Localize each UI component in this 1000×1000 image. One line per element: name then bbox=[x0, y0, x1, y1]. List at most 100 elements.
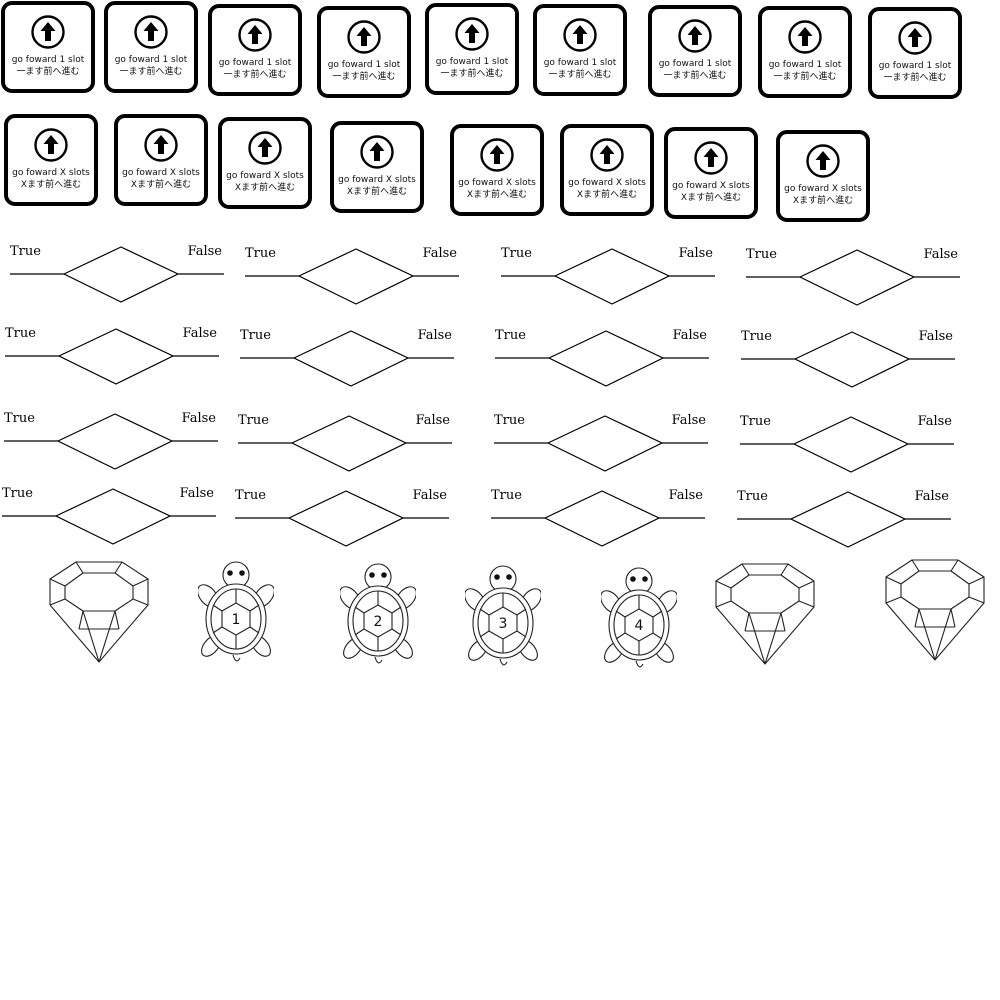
card-label-ja: 一ます前へ進む bbox=[883, 73, 947, 83]
false-label: False bbox=[914, 489, 949, 504]
false-label: False bbox=[412, 488, 447, 503]
decision-block[interactable]: True False bbox=[735, 489, 953, 551]
forward-one-card[interactable]: go foward 1 slot 一ます前へ進む bbox=[1, 1, 95, 93]
decision-block[interactable]: True False bbox=[492, 413, 710, 475]
up-arrow-icon bbox=[144, 128, 178, 162]
decision-block[interactable]: True False bbox=[744, 247, 962, 309]
decision-diamond bbox=[2, 488, 216, 545]
true-label: True bbox=[495, 328, 526, 343]
true-label: True bbox=[740, 414, 771, 429]
turtle-icon[interactable]: 3 bbox=[465, 565, 541, 667]
forward-x-card[interactable]: go foward X slots Xます前へ進む bbox=[330, 121, 424, 213]
decision-block[interactable]: True False bbox=[243, 246, 461, 308]
forward-one-card[interactable]: go foward 1 slot 一ます前へ進む bbox=[208, 4, 302, 96]
false-label: False bbox=[182, 326, 217, 341]
card-label-ja: Xます前へ進む bbox=[130, 180, 192, 190]
up-arrow-icon bbox=[31, 15, 65, 49]
card-label-ja: 一ます前へ進む bbox=[440, 69, 504, 79]
up-arrow-icon bbox=[238, 18, 272, 52]
decision-block[interactable]: True False bbox=[3, 326, 221, 388]
false-label: False bbox=[678, 246, 713, 261]
false-label: False bbox=[672, 328, 707, 343]
card-label-ja: Xます前へ進む bbox=[792, 196, 854, 206]
turtle-icon[interactable]: 2 bbox=[340, 563, 416, 665]
forward-x-card[interactable]: go foward X slots Xます前へ進む bbox=[664, 127, 758, 219]
up-arrow-icon bbox=[590, 138, 624, 172]
turtle-icon[interactable]: 4 bbox=[601, 567, 677, 669]
forward-x-card[interactable]: go foward X slots Xます前へ進む bbox=[114, 114, 208, 206]
decision-block[interactable]: True False bbox=[499, 246, 717, 308]
true-label: True bbox=[737, 489, 768, 504]
decision-diamond bbox=[737, 491, 951, 548]
card-label-ja: 一ます前へ進む bbox=[773, 72, 837, 82]
forward-one-card[interactable]: go foward 1 slot 一ます前へ進む bbox=[533, 4, 627, 96]
card-label-ja: Xます前へ進む bbox=[346, 187, 408, 197]
decision-block[interactable]: True False bbox=[233, 488, 451, 550]
decision-block[interactable]: True False bbox=[238, 328, 456, 390]
false-label: False bbox=[422, 246, 457, 261]
card-label-en: go foward X slots bbox=[458, 178, 536, 188]
decision-diamond bbox=[238, 415, 452, 472]
decision-diamond bbox=[741, 331, 955, 388]
decision-block[interactable]: True False bbox=[0, 486, 218, 548]
true-label: True bbox=[494, 413, 525, 428]
card-label-ja: Xます前へ進む bbox=[680, 193, 742, 203]
false-label: False bbox=[918, 329, 953, 344]
card-label-en: go foward 1 slot bbox=[768, 60, 842, 70]
gem-icon[interactable] bbox=[48, 561, 150, 663]
decision-block[interactable]: True False bbox=[236, 413, 454, 475]
true-label: True bbox=[491, 488, 522, 503]
forward-x-card[interactable]: go foward X slots Xます前へ進む bbox=[4, 114, 98, 206]
turtle-icon[interactable]: 1 bbox=[198, 561, 274, 663]
decision-diamond bbox=[494, 415, 708, 472]
decision-block[interactable]: True False bbox=[739, 329, 957, 391]
false-label: False bbox=[181, 411, 216, 426]
decision-block[interactable]: True False bbox=[8, 244, 226, 306]
decision-diamond bbox=[240, 330, 454, 387]
decision-block[interactable]: True False bbox=[493, 328, 711, 390]
card-label-en: go foward 1 slot bbox=[435, 57, 509, 67]
turtle-number: 4 bbox=[635, 618, 644, 634]
card-label-en: go foward X slots bbox=[122, 168, 200, 178]
decision-block[interactable]: True False bbox=[2, 411, 220, 473]
decision-diamond bbox=[235, 490, 449, 547]
decision-diamond bbox=[746, 249, 960, 306]
true-label: True bbox=[746, 247, 777, 262]
forward-x-card[interactable]: go foward X slots Xます前へ進む bbox=[218, 117, 312, 209]
decision-diamond bbox=[491, 490, 705, 547]
card-label-en: go foward 1 slot bbox=[658, 59, 732, 69]
decision-diamond bbox=[5, 328, 219, 385]
forward-one-card[interactable]: go foward 1 slot 一ます前へ進む bbox=[648, 5, 742, 97]
false-label: False bbox=[668, 488, 703, 503]
up-arrow-icon bbox=[134, 15, 168, 49]
up-arrow-icon bbox=[248, 131, 282, 165]
forward-x-card[interactable]: go foward X slots Xます前へ進む bbox=[450, 124, 544, 216]
decision-block[interactable]: True False bbox=[738, 414, 956, 476]
gem-icon[interactable] bbox=[884, 559, 986, 661]
false-label: False bbox=[179, 486, 214, 501]
forward-x-card[interactable]: go foward X slots Xます前へ進む bbox=[560, 124, 654, 216]
turtle-number: 1 bbox=[232, 612, 241, 628]
true-label: True bbox=[2, 486, 33, 501]
true-label: True bbox=[245, 246, 276, 261]
decision-diamond bbox=[501, 248, 715, 305]
true-label: True bbox=[741, 329, 772, 344]
decision-block[interactable]: True False bbox=[489, 488, 707, 550]
turtle-number: 3 bbox=[499, 616, 508, 632]
forward-one-card[interactable]: go foward 1 slot 一ます前へ進む bbox=[104, 1, 198, 93]
card-label-ja: 一ます前へ進む bbox=[223, 70, 287, 80]
up-arrow-icon bbox=[898, 21, 932, 55]
forward-one-card[interactable]: go foward 1 slot 一ます前へ進む bbox=[868, 7, 962, 99]
card-label-en: go foward 1 slot bbox=[327, 60, 401, 70]
forward-x-card[interactable]: go foward X slots Xます前へ進む bbox=[776, 130, 870, 222]
forward-one-card[interactable]: go foward 1 slot 一ます前へ進む bbox=[425, 3, 519, 95]
card-label-en: go foward 1 slot bbox=[543, 58, 617, 68]
forward-one-card[interactable]: go foward 1 slot 一ます前へ進む bbox=[758, 6, 852, 98]
card-label-en: go foward X slots bbox=[338, 175, 416, 185]
forward-one-card[interactable]: go foward 1 slot 一ます前へ進む bbox=[317, 6, 411, 98]
gem-icon[interactable] bbox=[714, 563, 816, 665]
false-label: False bbox=[923, 247, 958, 262]
up-arrow-icon bbox=[694, 141, 728, 175]
decision-diamond bbox=[4, 413, 218, 470]
up-arrow-icon bbox=[360, 135, 394, 169]
